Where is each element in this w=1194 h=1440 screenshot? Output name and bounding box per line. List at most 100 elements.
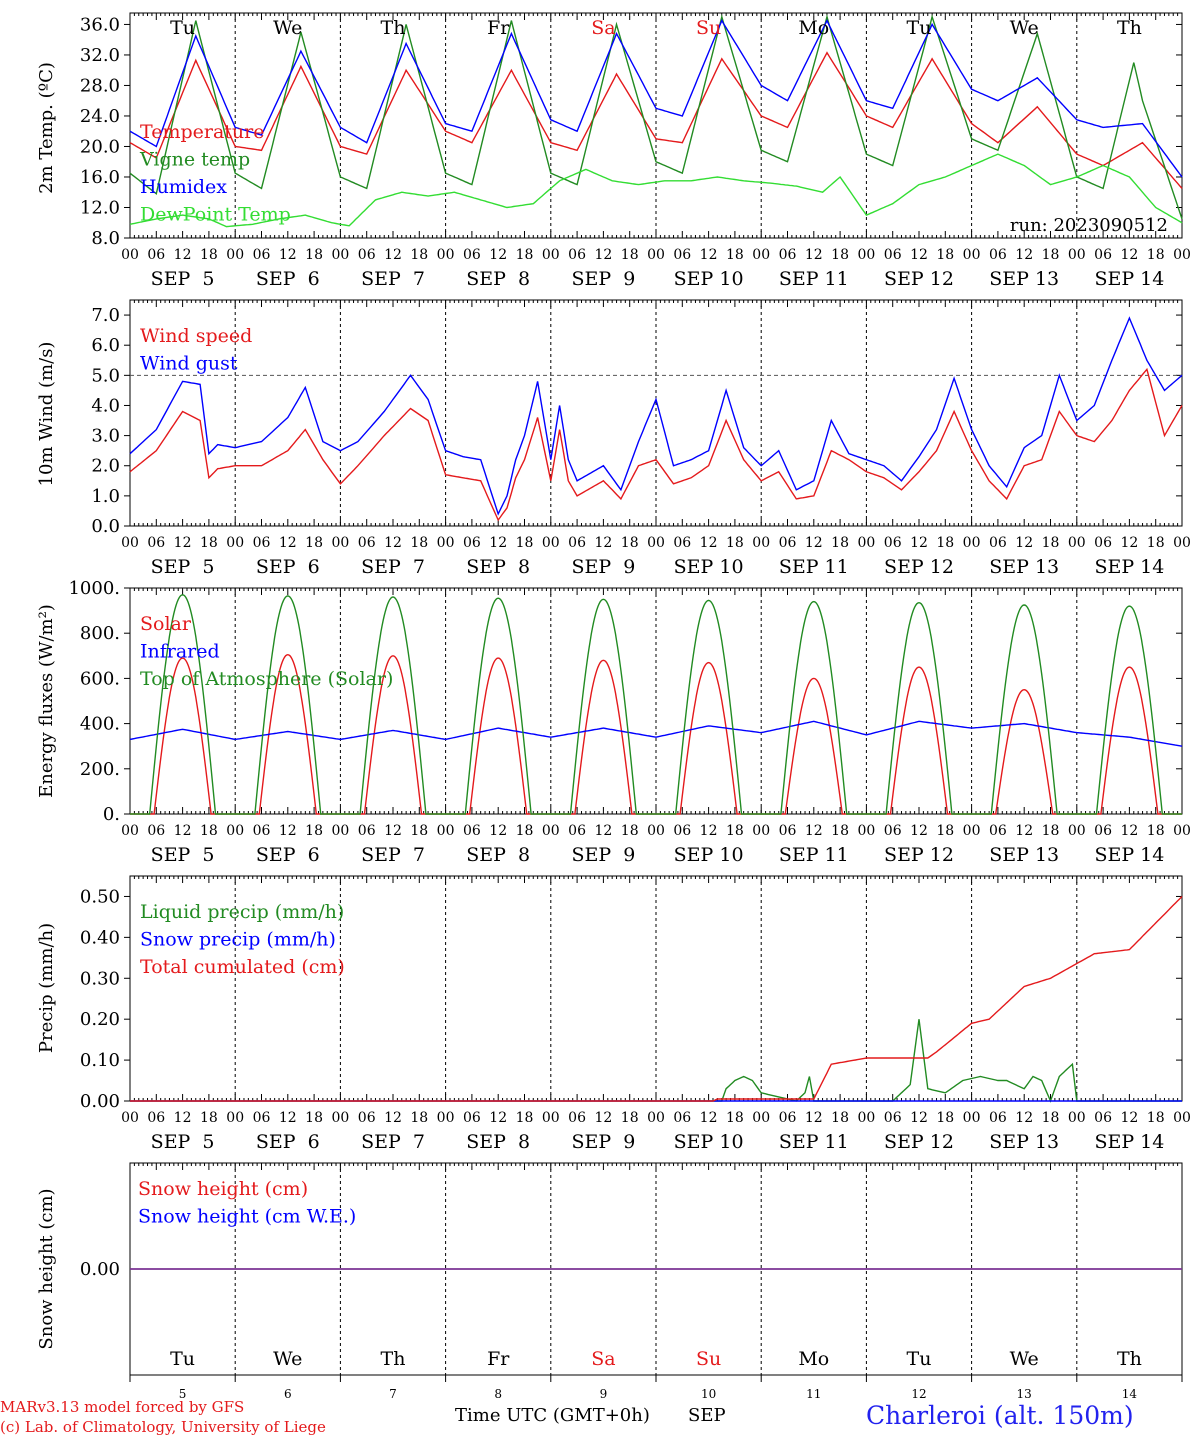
y-tick-label: 200. — [80, 759, 120, 780]
date-label: SEP 7 — [361, 268, 425, 290]
y-tick-label: 0.30 — [80, 968, 120, 989]
hour-tick-label: 12 — [594, 823, 612, 839]
day-number: 14 — [1122, 1387, 1138, 1401]
hour-tick-label: 18 — [1147, 823, 1165, 839]
legend-entry: DewPoint Temp — [140, 204, 291, 226]
hour-tick-label: 00 — [1173, 247, 1191, 263]
date-label: SEP 7 — [361, 844, 425, 866]
hour-tick-label: 06 — [884, 823, 902, 839]
hour-tick-label: 12 — [700, 247, 718, 263]
date-label: SEP 8 — [466, 844, 530, 866]
day-label: Tu — [170, 17, 195, 39]
hour-tick-label: 18 — [305, 823, 323, 839]
hour-tick-label: 18 — [1042, 823, 1060, 839]
hour-tick-label: 12 — [594, 1110, 612, 1126]
series-line-humidex — [129, 18, 1183, 178]
y-tick-label: 0.00 — [80, 1091, 120, 1112]
day-label: Th — [381, 17, 406, 39]
hour-tick-label: 00 — [542, 535, 560, 551]
hour-tick-label: 00 — [437, 823, 455, 839]
hour-tick-label: 18 — [1147, 535, 1165, 551]
hour-tick-label: 06 — [253, 823, 271, 839]
hour-tick-label: 00 — [1068, 535, 1086, 551]
hour-tick-label: 00 — [437, 1110, 455, 1126]
hour-tick-label: 12 — [1015, 1110, 1033, 1126]
hour-tick-label: 00 — [963, 247, 981, 263]
y-tick-label: 1000. — [68, 578, 120, 599]
hour-tick-label: 06 — [463, 247, 481, 263]
hour-tick-label: 18 — [621, 823, 639, 839]
hour-tick-label: 12 — [489, 1110, 507, 1126]
hour-tick-label: 00 — [226, 535, 244, 551]
y-tick-label: 28.0 — [80, 75, 120, 96]
hour-tick-label: 00 — [1173, 823, 1191, 839]
y-tick-label: 2.0 — [91, 456, 120, 477]
hour-tick-label: 18 — [621, 535, 639, 551]
hour-tick-label: 00 — [647, 1110, 665, 1126]
day-number: 5 — [179, 1387, 187, 1401]
hour-tick-label: 12 — [279, 1110, 297, 1126]
hour-tick-label: 06 — [779, 1110, 797, 1126]
date-label: SEP 10 — [674, 556, 744, 578]
date-label: SEP 11 — [779, 556, 849, 578]
date-label: SEP 14 — [1094, 268, 1164, 290]
lab-credit: (c) Lab. of Climatology, University of L… — [0, 1418, 326, 1436]
hour-tick-label: 06 — [568, 823, 586, 839]
y-tick-label: 600. — [80, 668, 120, 689]
hour-tick-label: 18 — [410, 247, 428, 263]
date-label: SEP 6 — [256, 268, 320, 290]
hour-tick-label: 00 — [121, 247, 139, 263]
hour-tick-label: 06 — [884, 247, 902, 263]
hour-tick-label: 06 — [673, 823, 691, 839]
day-number: 6 — [284, 1387, 292, 1401]
y-tick-label: 0.10 — [80, 1050, 120, 1071]
date-label: SEP 14 — [1094, 1131, 1164, 1153]
hour-tick-label: 12 — [1120, 247, 1138, 263]
hour-tick-label: 00 — [121, 535, 139, 551]
hour-tick-label: 00 — [752, 1110, 770, 1126]
hour-tick-label: 00 — [121, 1110, 139, 1126]
day-number: 10 — [701, 1387, 716, 1401]
y-tick-label: 0.00 — [80, 1259, 120, 1280]
hour-tick-label: 18 — [410, 535, 428, 551]
hour-tick-label: 12 — [174, 823, 192, 839]
date-label: SEP 6 — [256, 844, 320, 866]
hour-tick-label: 12 — [1015, 535, 1033, 551]
hour-tick-label: 18 — [726, 823, 744, 839]
hour-tick-label: 06 — [989, 247, 1007, 263]
hour-tick-label: 00 — [752, 247, 770, 263]
legend-entry: Temperature — [140, 121, 264, 143]
hour-tick-label: 06 — [147, 1110, 165, 1126]
hour-tick-label: 12 — [805, 535, 823, 551]
hour-tick-label: 00 — [963, 823, 981, 839]
month-label: SEP — [688, 1405, 726, 1426]
y-tick-label: 6.0 — [91, 335, 120, 356]
hour-tick-label: 00 — [542, 247, 560, 263]
run-label: run: 2023090512 — [1010, 215, 1168, 236]
hour-tick-label: 18 — [831, 823, 849, 839]
day-label: We — [1010, 17, 1039, 39]
date-label: SEP 5 — [151, 1131, 215, 1153]
hour-tick-label: 12 — [279, 247, 297, 263]
hour-tick-label: 00 — [226, 247, 244, 263]
date-label: SEP 5 — [151, 844, 215, 866]
y-tick-label: 20.0 — [80, 136, 120, 157]
legend-entry: Infrared — [140, 641, 220, 663]
day-label: Mo — [798, 1348, 829, 1370]
hour-tick-label: 18 — [200, 247, 218, 263]
hour-tick-label: 06 — [779, 823, 797, 839]
hour-tick-label: 06 — [463, 535, 481, 551]
day-label: Fr — [487, 1348, 510, 1370]
day-label: Mo — [798, 17, 829, 39]
legend-entry: Snow height (cm) — [138, 1178, 308, 1200]
series-line-total-cumulated-cm — [130, 896, 1183, 1102]
series-line-wind-gust — [129, 316, 1183, 516]
hour-tick-label: 00 — [963, 1110, 981, 1126]
day-number: 7 — [389, 1387, 397, 1401]
y-tick-label: 1.0 — [91, 486, 120, 507]
hour-tick-label: 18 — [1147, 247, 1165, 263]
hour-tick-label: 18 — [726, 535, 744, 551]
hour-tick-label: 00 — [331, 1110, 349, 1126]
hour-tick-label: 18 — [516, 535, 534, 551]
hour-tick-label: 12 — [1015, 247, 1033, 263]
